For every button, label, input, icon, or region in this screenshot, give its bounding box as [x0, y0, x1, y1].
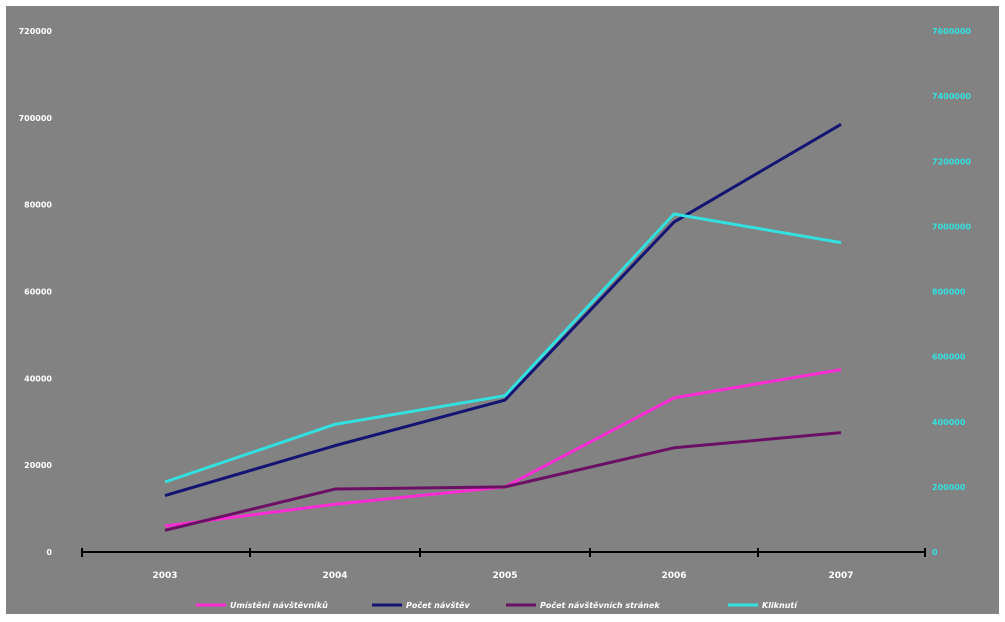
x-tick-label: 2003	[152, 571, 177, 581]
axes: 2003 2004 2005 2006 2007 0 20000 40000 60000 8000…	[19, 27, 972, 581]
y-right-tick-label: 200000	[932, 483, 966, 492]
y-right-tick-label: 800000	[932, 288, 966, 297]
x-tick-label: 2006	[661, 571, 686, 581]
series-line	[164, 431, 842, 532]
y-right-tick-label: 7200000	[932, 157, 971, 166]
legend: Umístění návštěvníků Počet návštěv Počet n…	[196, 600, 798, 610]
y-right-tick-label: 7600000	[932, 27, 971, 36]
y-right-tick-label: 7000000	[932, 222, 971, 231]
legend-label: Kliknutí	[762, 601, 798, 610]
y-left-tick-label: 700000	[19, 114, 53, 123]
y-left-tick-label: 20000	[24, 461, 52, 470]
series-lines	[164, 123, 842, 532]
legend-label: Počet návštěv	[406, 600, 470, 610]
legend-label: Umístění návštěvníků	[230, 600, 328, 610]
y-left-tick-label: 80000	[24, 201, 52, 210]
x-tick-label: 2005	[492, 571, 517, 581]
y-right-tick-label: 0	[932, 548, 938, 557]
series-line	[164, 212, 842, 484]
x-tick-label: 2007	[828, 571, 853, 581]
y-right-tick-label: 400000	[932, 418, 966, 427]
legend-label: Počet návštěvních stránek	[540, 600, 660, 610]
y-left-tick-label: 60000	[24, 288, 52, 297]
plot-background	[6, 6, 999, 614]
y-left-tick-label: 0	[46, 548, 52, 557]
series-line	[164, 123, 842, 497]
y-right-tick-label: 7400000	[932, 92, 971, 101]
x-tick-label: 2004	[322, 571, 347, 581]
y-right-tick-label: 600000	[932, 353, 966, 362]
y-left-tick-label: 720000	[19, 27, 53, 36]
y-left-tick-label: 40000	[24, 374, 52, 383]
